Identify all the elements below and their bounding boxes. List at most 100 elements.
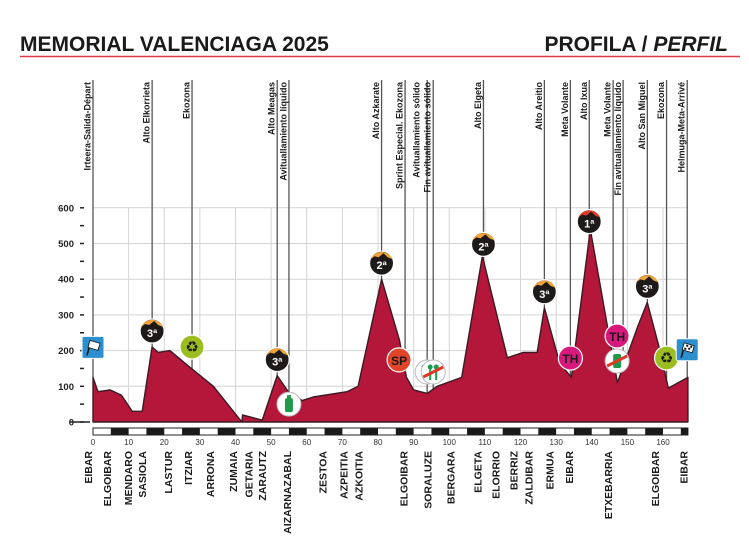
marker-label: Alto Meagas: [267, 82, 277, 135]
town-label: ERMUA: [545, 451, 557, 490]
sprint-badge: [557, 345, 583, 371]
x-tick-label: 40: [231, 438, 240, 447]
town-label: MENDARO: [123, 451, 135, 505]
town-label: ZARAUTZ: [257, 450, 269, 500]
x-tick-label: 150: [621, 438, 635, 447]
town-label: GETARIA: [243, 451, 255, 498]
climb-badge-top: [370, 251, 393, 260]
y-tick-label: 600: [58, 203, 74, 214]
marker-label: Meta Volante: [560, 82, 570, 137]
flag-cloth: [87, 339, 101, 351]
marker-label: Alto San Miguel: [637, 82, 647, 150]
x-tick-label: 80: [374, 438, 383, 447]
bottle-cap: [286, 395, 291, 400]
town-label: ELGOIBAR: [102, 451, 114, 507]
town-label: AZKOITIA: [353, 451, 365, 501]
x-tick-label: 70: [338, 438, 347, 447]
climb-category: 3ª: [642, 283, 653, 295]
recycle-icon: ♻: [653, 345, 680, 371]
y-axis: 0 100 200 300 400 500 600: [58, 203, 84, 429]
distance-bar-segment: [110, 428, 129, 435]
start-flag-icon: [81, 335, 105, 359]
subtitle-main: PROFILA /: [544, 33, 653, 56]
intermediate-sprint-icon: TH: [557, 345, 583, 371]
climb-icon: 1ª: [576, 209, 602, 235]
distance-bar-segment: [324, 428, 343, 435]
x-tick-label: 110: [478, 438, 491, 447]
sprint-badge: [604, 323, 630, 349]
town-label: SASIOLA: [137, 451, 149, 498]
y-tick-label: 200: [58, 346, 74, 357]
town-label: EIBAR: [564, 451, 576, 484]
x-tick-label: 30: [195, 438, 204, 447]
recycle-icon: ♻: [179, 334, 205, 360]
distance-bar-segment: [360, 428, 378, 435]
town-label: ETXEBARRIA: [603, 451, 615, 520]
distance-bar-segment: [573, 428, 592, 435]
distance-bar-segment: [395, 428, 414, 435]
distance-bar-segment: [645, 428, 663, 435]
sprint-badge: [386, 347, 412, 373]
y-tick-label: 300: [58, 310, 74, 321]
climb-icon: 3ª: [139, 318, 165, 344]
recycle-glyph: ♻: [185, 339, 198, 356]
distance-bar-segment: [253, 428, 272, 435]
x-tick-label: 140: [585, 438, 599, 447]
strike-line: [606, 354, 628, 368]
y-tick-label: 400: [58, 275, 74, 286]
distance-bar-segment: [680, 428, 688, 435]
distance-bar-segment: [502, 428, 521, 435]
x-axis: 0 10 20 30 40 50 60 70 80 90 100 110 120 130 140 150 160: [91, 438, 670, 447]
marker-label: Irteera-Salida-Départ: [83, 82, 93, 171]
x-tick-label: 130: [549, 438, 563, 447]
x-tick-label: 90: [409, 438, 418, 447]
strike-line: [422, 365, 444, 379]
climb-icon: 2ª: [368, 250, 395, 276]
distance-bar-segment: [467, 428, 485, 435]
climb-category: 3ª: [147, 328, 158, 340]
marker-label: Fin avituallamiento sólido: [423, 81, 433, 192]
sprint-label: TH: [609, 330, 625, 344]
marker-label: Alto Azkarate: [371, 82, 381, 139]
climb-badge-top: [472, 233, 495, 241]
marker-label-secondary: Fin avituallamiento líquido: [613, 82, 623, 196]
climb-icon: 3ª: [264, 346, 290, 373]
climb-badge-top: [141, 319, 164, 328]
x-tick-label: 60: [302, 438, 311, 447]
distance-bar-segment: [217, 428, 236, 435]
town-label: LASTUR: [163, 451, 175, 494]
marker-label: Alto Ixua: [579, 81, 589, 120]
x-tick-label: 160: [656, 438, 670, 447]
climb-badge-top: [266, 348, 289, 356]
town-label: ARRONA: [205, 451, 217, 497]
sprint-label: TH: [562, 352, 578, 366]
town-label: AIZARNAZABAL: [282, 450, 294, 533]
marker-label: Ekozona: [182, 81, 192, 119]
distance-bar-segment: [538, 428, 557, 435]
marker-label: Helmuga-Meta-Arrivé: [677, 82, 687, 173]
distance-bar-segment: [431, 428, 450, 435]
climb-category: 3ª: [272, 357, 283, 369]
climb-category: 2ª: [376, 260, 387, 272]
marker-label: Avituallamiento líquido: [278, 81, 288, 180]
marker-label: Alto Elkorrieta: [142, 81, 152, 144]
climb-badge-top: [578, 210, 601, 218]
marker-label: Alto Elgeta: [473, 81, 483, 129]
finish-flag-icon: [675, 338, 699, 362]
intermediate-sprint-icon: TH: [604, 323, 630, 349]
town-label: SORALUZE: [423, 451, 435, 509]
town-label: ZESTOA: [317, 451, 329, 494]
bottle-shape: [284, 398, 293, 413]
recycle-glyph: ♻: [660, 350, 673, 367]
marker-label: Meta Volante: [603, 82, 613, 137]
x-tick-label: 10: [124, 438, 133, 447]
marker-label: Sprint Especial. Ekozona: [395, 81, 405, 189]
climb-category: 1ª: [584, 219, 595, 231]
y-tick-label: 500: [58, 239, 74, 250]
climb-category: 2ª: [478, 241, 489, 253]
distance-bar-segment: [182, 428, 200, 435]
distance-bar-segment: [146, 428, 165, 435]
food-end-icon: [420, 359, 446, 385]
x-tick-label: 50: [267, 438, 276, 447]
